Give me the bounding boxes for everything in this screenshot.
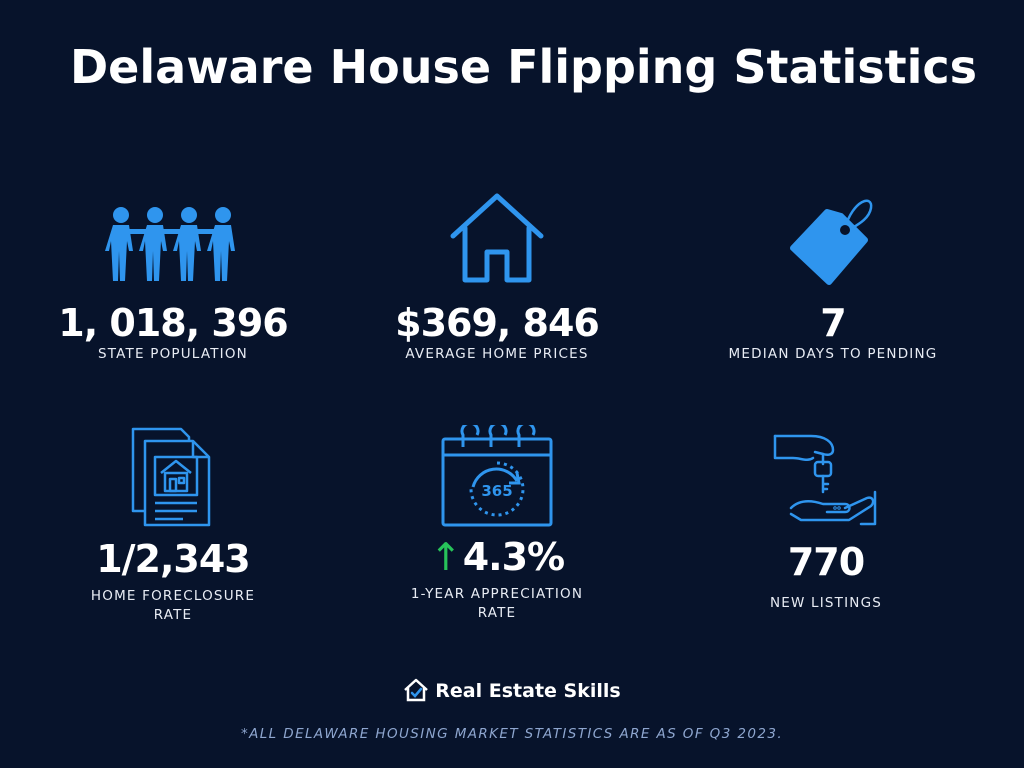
hand-key-icon: [773, 434, 877, 526]
stat-state-population: 1, 018, 396 STATE POPULATION: [23, 205, 323, 364]
stat-label: NEW LISTINGS: [769, 595, 883, 611]
stat-label: MEDIAN DAYS TO PENDING: [728, 346, 938, 362]
calendar-365-icon: 365: [441, 425, 553, 527]
stat-value: $369, 846: [395, 301, 600, 345]
people-icon: [105, 207, 235, 281]
house-check-logo-icon: [404, 678, 429, 702]
stat-value-text: 4.3%: [462, 535, 565, 579]
footnote: *ALL DELAWARE HOUSING MARKET STATISTICS …: [240, 726, 784, 742]
stat-appreciation-rate: 365 ↑4.3% 1-YEAR APPRECIATION RATE: [347, 425, 647, 623]
up-arrow-icon: ↑: [429, 535, 462, 579]
house-icon: [450, 193, 544, 283]
stat-median-days-to-pending: 7 MEDIAN DAYS TO PENDING: [683, 190, 983, 364]
stat-label: 1-YEAR APPRECIATION RATE: [410, 586, 584, 621]
stat-label: HOME FORECLOSURE RATE: [90, 588, 256, 623]
stat-value: 1, 018, 396: [58, 301, 288, 345]
stat-value: ↑4.3%: [347, 535, 647, 579]
stat-new-listings: 770 NEW LISTINGS: [676, 428, 976, 613]
price-tag-icon: [790, 199, 873, 285]
stat-value: 1/2,343: [96, 537, 251, 581]
calendar-text: 365: [481, 482, 512, 500]
brand-logo: Real Estate Skills: [0, 678, 1024, 702]
stat-label: STATE POPULATION: [98, 346, 248, 362]
stat-home-foreclosure-rate: 1/2,343 HOME FORECLOSURE RATE: [23, 425, 323, 625]
stat-value: 7: [820, 301, 846, 345]
brand-name: Real Estate Skills: [435, 680, 621, 702]
stat-label: AVERAGE HOME PRICES: [405, 346, 589, 362]
foreclosure-document-icon: [131, 427, 211, 527]
stat-average-home-prices: $369, 846 AVERAGE HOME PRICES: [347, 190, 647, 364]
page-title: Delaware House Flipping Statistics: [70, 40, 978, 94]
stat-value: 770: [787, 540, 865, 584]
